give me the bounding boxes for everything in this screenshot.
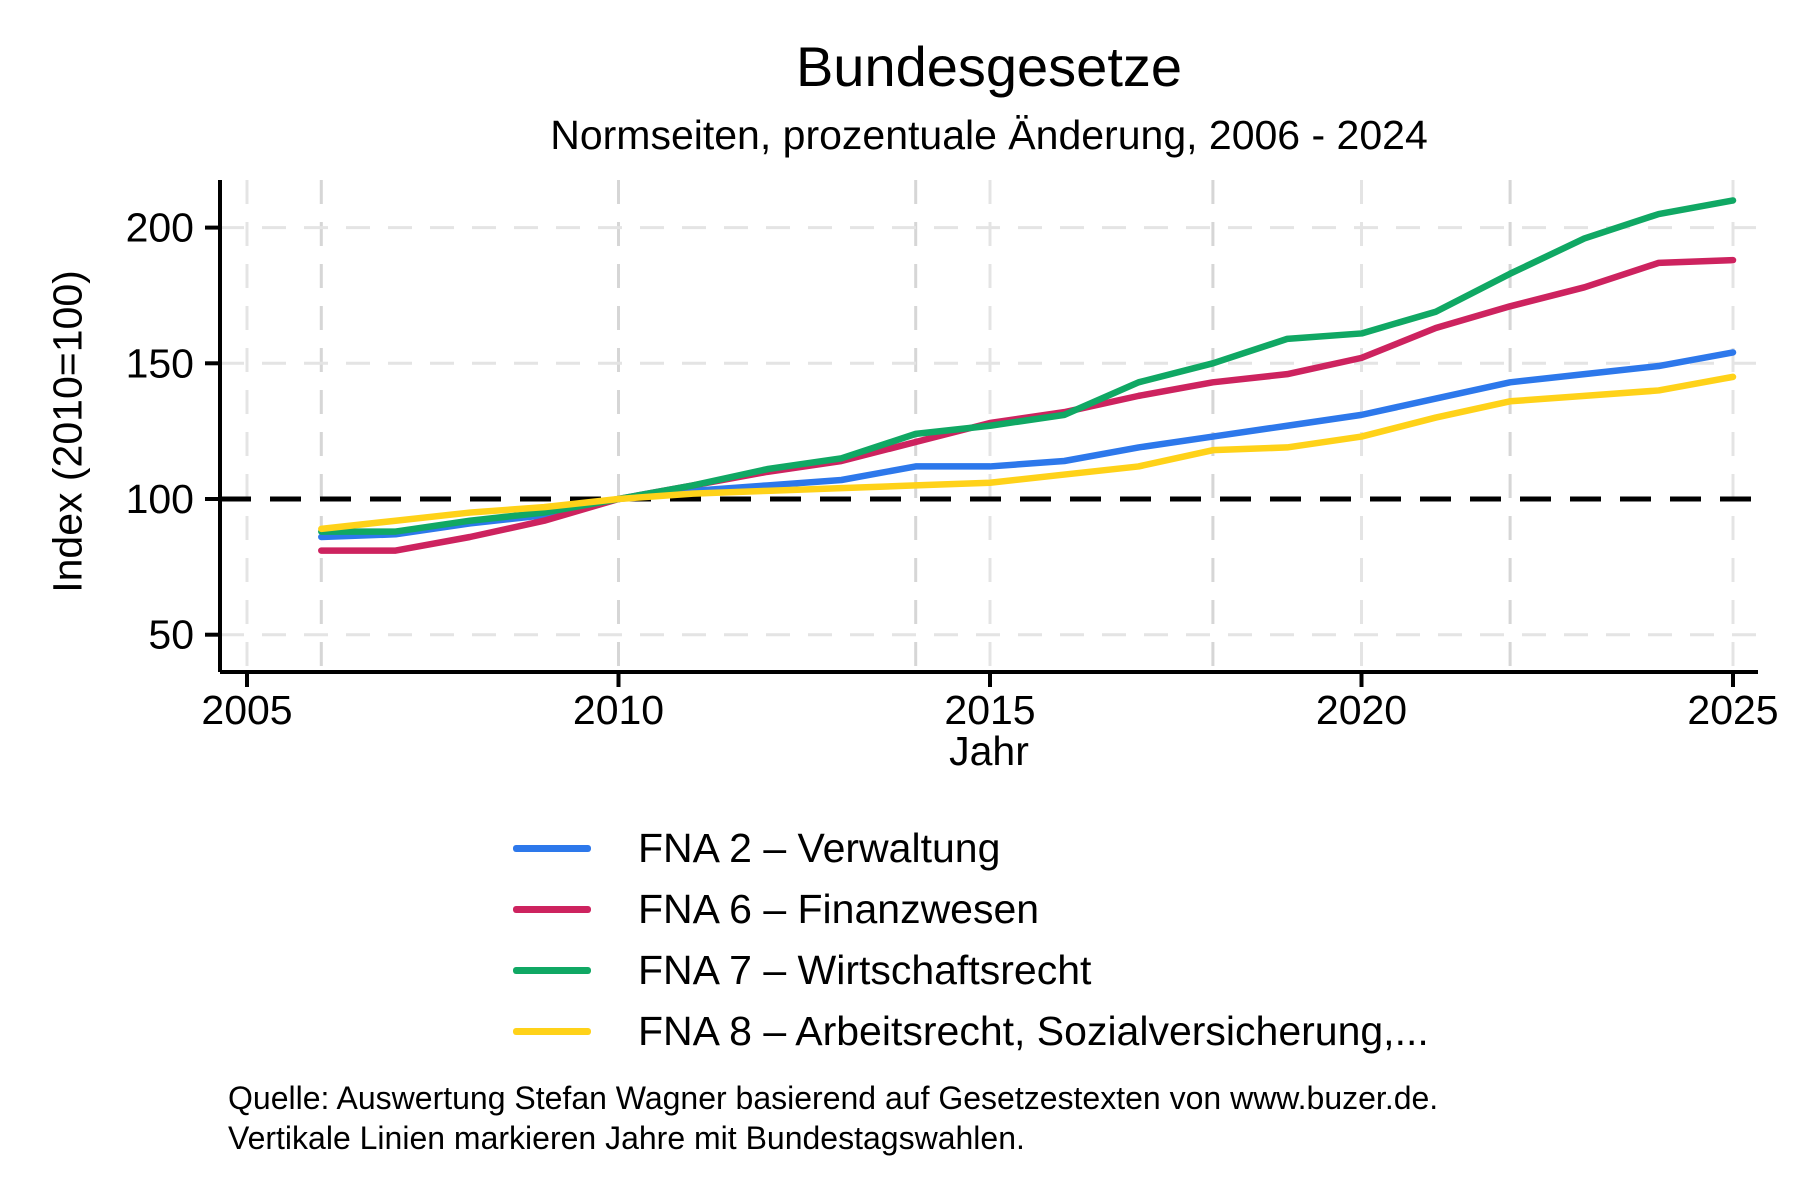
legend-item: FNA 7 – Wirtschaftsrecht (513, 940, 1429, 1001)
legend-swatch-fna8 (513, 1028, 591, 1035)
x-tick-label: 2020 (1316, 687, 1407, 733)
x-axis-title: Jahr (949, 728, 1029, 774)
series-line-4 (318, 373, 1737, 533)
legend-item: FNA 6 – Finanzwesen (513, 879, 1429, 940)
legend-item: FNA 8 – Arbeitsrecht, Sozialversicherung… (513, 1001, 1429, 1062)
legend-label-fna2: FNA 2 – Verwaltung (638, 825, 1001, 871)
y-axis-title: Index (2010=100) (44, 270, 91, 593)
chart-subtitle: Normseiten, prozentuale Änderung, 2006 -… (550, 112, 1428, 158)
x-tick-label: 2005 (201, 687, 292, 733)
x-tick-label: 2010 (573, 687, 664, 733)
legend-swatch-fna7 (513, 967, 591, 974)
x-tick-label: 2015 (944, 687, 1035, 733)
source-line-1: Quelle: Auswertung Stefan Wagner basiere… (228, 1080, 1439, 1116)
legend-label-fna8: FNA 8 – Arbeitsrecht, Sozialversicherung… (638, 1008, 1429, 1054)
legend-label-fna7: FNA 7 – Wirtschaftsrecht (638, 947, 1092, 993)
legend-swatch-fna6 (513, 906, 591, 913)
y-tick-label: 200 (126, 205, 194, 251)
series-line-3 (318, 197, 1737, 535)
source-line-2: Vertikale Linien markieren Jahre mit Bun… (228, 1120, 1025, 1156)
legend-label-fna6: FNA 6 – Finanzwesen (638, 886, 1040, 932)
legend-swatch-fna2 (513, 845, 591, 852)
x-tick-label: 2025 (1687, 687, 1778, 733)
chart-title: Bundesgesetze (795, 35, 1183, 98)
y-tick-label: 50 (148, 612, 194, 658)
legend-item: FNA 2 – Verwaltung (513, 818, 1429, 879)
chart-legend: FNA 2 – Verwaltung FNA 6 – Finanzwesen F… (513, 818, 1429, 1062)
y-tick-label: 100 (126, 476, 194, 522)
source-note: Quelle: Auswertung Stefan Wagner basiere… (228, 1078, 1438, 1158)
y-tick-label: 150 (126, 340, 194, 386)
